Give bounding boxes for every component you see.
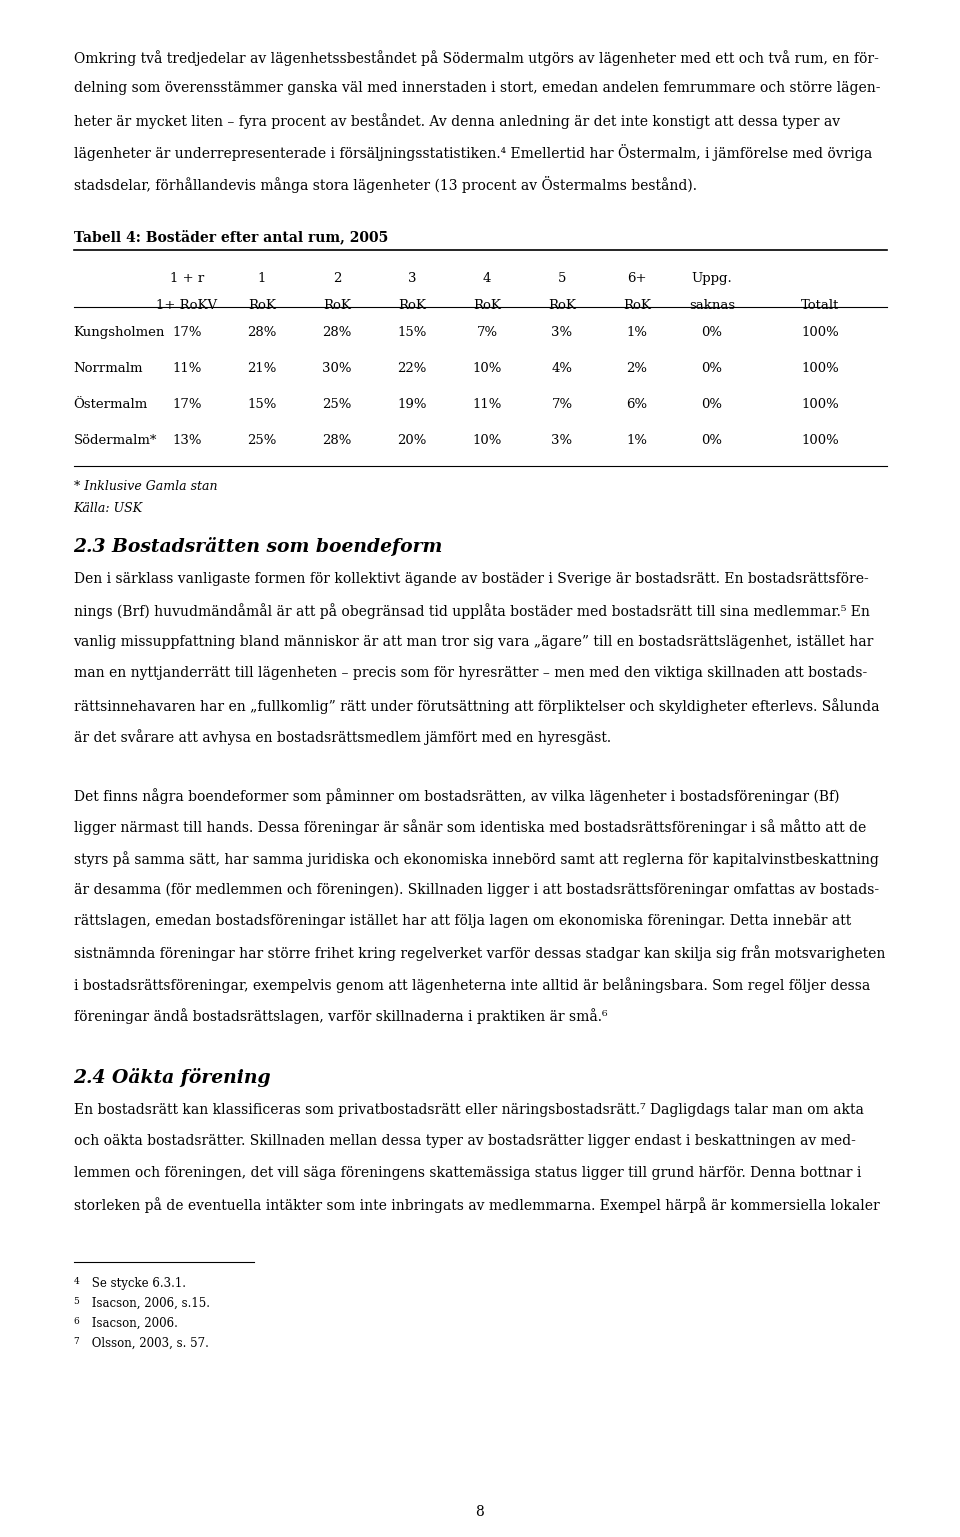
Text: vanlig missuppfattning bland människor är att man tror sig vara „ägare” till en : vanlig missuppfattning bland människor ä…	[74, 635, 874, 649]
Text: * Inklusive Gamla stan: * Inklusive Gamla stan	[74, 480, 217, 493]
Text: En bostadsrätt kan klassificeras som privatbostadsrätt eller näringsbostadsrätt.: En bostadsrätt kan klassificeras som pri…	[74, 1102, 863, 1117]
Text: Norrmalm: Norrmalm	[74, 361, 143, 375]
Text: 0%: 0%	[702, 433, 723, 447]
Text: ligger närmast till hands. Dessa föreningar är sånär som identiska med bostadsrä: ligger närmast till hands. Dessa förenin…	[74, 819, 866, 835]
Text: 19%: 19%	[397, 398, 427, 410]
Text: 3: 3	[408, 272, 417, 286]
Text: Källa: USK: Källa: USK	[74, 501, 143, 515]
Text: storleken på de eventuella intäkter som inte inbringats av medlemmarna. Exempel : storleken på de eventuella intäkter som …	[74, 1197, 879, 1213]
Text: 5: 5	[558, 272, 566, 286]
Text: Kungsholmen: Kungsholmen	[74, 326, 165, 338]
Text: 3%: 3%	[551, 433, 572, 447]
Text: 7%: 7%	[551, 398, 572, 410]
Text: 100%: 100%	[802, 361, 839, 375]
Text: i bostadsrättsföreningar, exempelvis genom att lägenheterna inte alltid är belån: i bostadsrättsföreningar, exempelvis gen…	[74, 976, 870, 993]
Text: 20%: 20%	[397, 433, 426, 447]
Text: RoK: RoK	[324, 298, 351, 312]
Text: Isacson, 2006, s.15.: Isacson, 2006, s.15.	[87, 1297, 209, 1310]
Text: 100%: 100%	[802, 433, 839, 447]
Text: 28%: 28%	[323, 326, 351, 338]
Text: Södermalm*: Södermalm*	[74, 433, 156, 447]
Text: och oäkta bostadsrätter. Skillnaden mellan dessa typer av bostadsrätter ligger e: och oäkta bostadsrätter. Skillnaden mell…	[74, 1134, 855, 1148]
Text: 6: 6	[74, 1317, 80, 1326]
Text: saknas: saknas	[689, 298, 735, 312]
Text: 6+: 6+	[627, 272, 647, 286]
Text: 11%: 11%	[172, 361, 202, 375]
Text: 7%: 7%	[476, 326, 497, 338]
Text: RoK: RoK	[248, 298, 276, 312]
Text: rättsinnehavaren har en „fullkomlig” rätt under förutsättning att förpliktelser : rättsinnehavaren har en „fullkomlig” rät…	[74, 698, 879, 713]
Text: 2.3 Bostadsrätten som boendeform: 2.3 Bostadsrätten som boendeform	[74, 536, 443, 556]
Text: 10%: 10%	[472, 433, 502, 447]
Text: stadsdelar, förhållandevis många stora lägenheter (13 procent av Östermalms best: stadsdelar, förhållandevis många stora l…	[74, 177, 697, 194]
Text: 2: 2	[333, 272, 341, 286]
Text: 100%: 100%	[802, 398, 839, 410]
Text: nings (Brf) huvudmändåmål är att på obegränsad tid upplåta bostäder med bostadsr: nings (Brf) huvudmändåmål är att på obeg…	[74, 603, 870, 619]
Text: 100%: 100%	[802, 326, 839, 338]
Text: 3%: 3%	[551, 326, 572, 338]
Text: 7: 7	[74, 1337, 80, 1346]
Text: 2%: 2%	[627, 361, 647, 375]
Text: 4%: 4%	[551, 361, 572, 375]
Text: 4: 4	[483, 272, 492, 286]
Text: RoK: RoK	[473, 298, 501, 312]
Text: 1%: 1%	[627, 326, 647, 338]
Text: 22%: 22%	[397, 361, 426, 375]
Text: 8: 8	[475, 1505, 485, 1519]
Text: 30%: 30%	[323, 361, 351, 375]
Text: 1+ RoKV: 1+ RoKV	[156, 298, 218, 312]
Text: Östermalm: Östermalm	[74, 398, 148, 410]
Text: föreningar ändå bostadsrättslagen, varför skillnaderna i praktiken är små.⁶: föreningar ändå bostadsrättslagen, varfö…	[74, 1008, 607, 1024]
Text: 13%: 13%	[172, 433, 202, 447]
Text: 10%: 10%	[472, 361, 502, 375]
Text: heter är mycket liten – fyra procent av beståndet. Av denna anledning är det int: heter är mycket liten – fyra procent av …	[74, 114, 840, 129]
Text: Isacson, 2006.: Isacson, 2006.	[87, 1317, 178, 1330]
Text: 0%: 0%	[702, 398, 723, 410]
Text: lägenheter är underrepresenterade i försäljningsstatistiken.⁴ Emellertid har Öst: lägenheter är underrepresenterade i förs…	[74, 144, 872, 161]
Text: 21%: 21%	[248, 361, 276, 375]
Text: är desamma (för medlemmen och föreningen). Skillnaden ligger i att bostadsrättsf: är desamma (för medlemmen och föreningen…	[74, 882, 878, 896]
Text: 0%: 0%	[702, 326, 723, 338]
Text: Tabell 4: Bostäder efter antal rum, 2005: Tabell 4: Bostäder efter antal rum, 2005	[74, 229, 388, 244]
Text: styrs på samma sätt, har samma juridiska och ekonomiska innebörd samt att regler: styrs på samma sätt, har samma juridiska…	[74, 851, 878, 867]
Text: 17%: 17%	[172, 398, 202, 410]
Text: 1: 1	[258, 272, 266, 286]
Text: RoK: RoK	[623, 298, 651, 312]
Text: 25%: 25%	[248, 433, 276, 447]
Text: 11%: 11%	[472, 398, 502, 410]
Text: 1 + r: 1 + r	[170, 272, 204, 286]
Text: RoK: RoK	[398, 298, 426, 312]
Text: RoK: RoK	[548, 298, 576, 312]
Text: man en nyttjanderrätt till lägenheten – precis som för hyresrätter – men med den: man en nyttjanderrätt till lägenheten – …	[74, 666, 867, 681]
Text: 2.4 Oäkta förening: 2.4 Oäkta förening	[74, 1068, 271, 1087]
Text: Det finns några boendeformer som påminner om bostadsrätten, av vilka lägenheter : Det finns några boendeformer som påminne…	[74, 788, 839, 804]
Text: rättslagen, emedan bostadsföreningar istället har att följa lagen om ekonomiska : rättslagen, emedan bostadsföreningar ist…	[74, 915, 851, 928]
Text: Se stycke 6.3.1.: Se stycke 6.3.1.	[87, 1277, 185, 1290]
Text: 6%: 6%	[627, 398, 648, 410]
Text: Den i särklass vanligaste formen för kollektivt ägande av bostäder i Sverige är : Den i särklass vanligaste formen för kol…	[74, 572, 868, 586]
Text: 5: 5	[74, 1297, 80, 1306]
Text: Olsson, 2003, s. 57.: Olsson, 2003, s. 57.	[87, 1337, 208, 1349]
Text: 15%: 15%	[248, 398, 276, 410]
Text: 4: 4	[74, 1277, 80, 1286]
Text: 17%: 17%	[172, 326, 202, 338]
Text: delning som överensstämmer ganska väl med innerstaden i stort, emedan andelen fe: delning som överensstämmer ganska väl me…	[74, 81, 880, 95]
Text: lemmen och föreningen, det vill säga föreningens skattemässiga status ligger til: lemmen och föreningen, det vill säga för…	[74, 1165, 861, 1180]
Text: Totalt: Totalt	[801, 298, 839, 312]
Text: Uppg.: Uppg.	[691, 272, 732, 286]
Text: 1%: 1%	[627, 433, 647, 447]
Text: 28%: 28%	[323, 433, 351, 447]
Text: 15%: 15%	[397, 326, 426, 338]
Text: är det svårare att avhysa en bostadsrättsmedlem jämfört med en hyresgäst.: är det svårare att avhysa en bostadsrätt…	[74, 729, 611, 745]
Text: 0%: 0%	[702, 361, 723, 375]
Text: Omkring två tredjedelar av lägenhetssbeståndet på Södermalm utgörs av lägenheter: Omkring två tredjedelar av lägenhetssbes…	[74, 51, 878, 66]
Text: 25%: 25%	[323, 398, 351, 410]
Text: 28%: 28%	[248, 326, 276, 338]
Text: sistnämnda föreningar har större frihet kring regelverket varför dessas stadgar : sistnämnda föreningar har större frihet …	[74, 945, 885, 961]
